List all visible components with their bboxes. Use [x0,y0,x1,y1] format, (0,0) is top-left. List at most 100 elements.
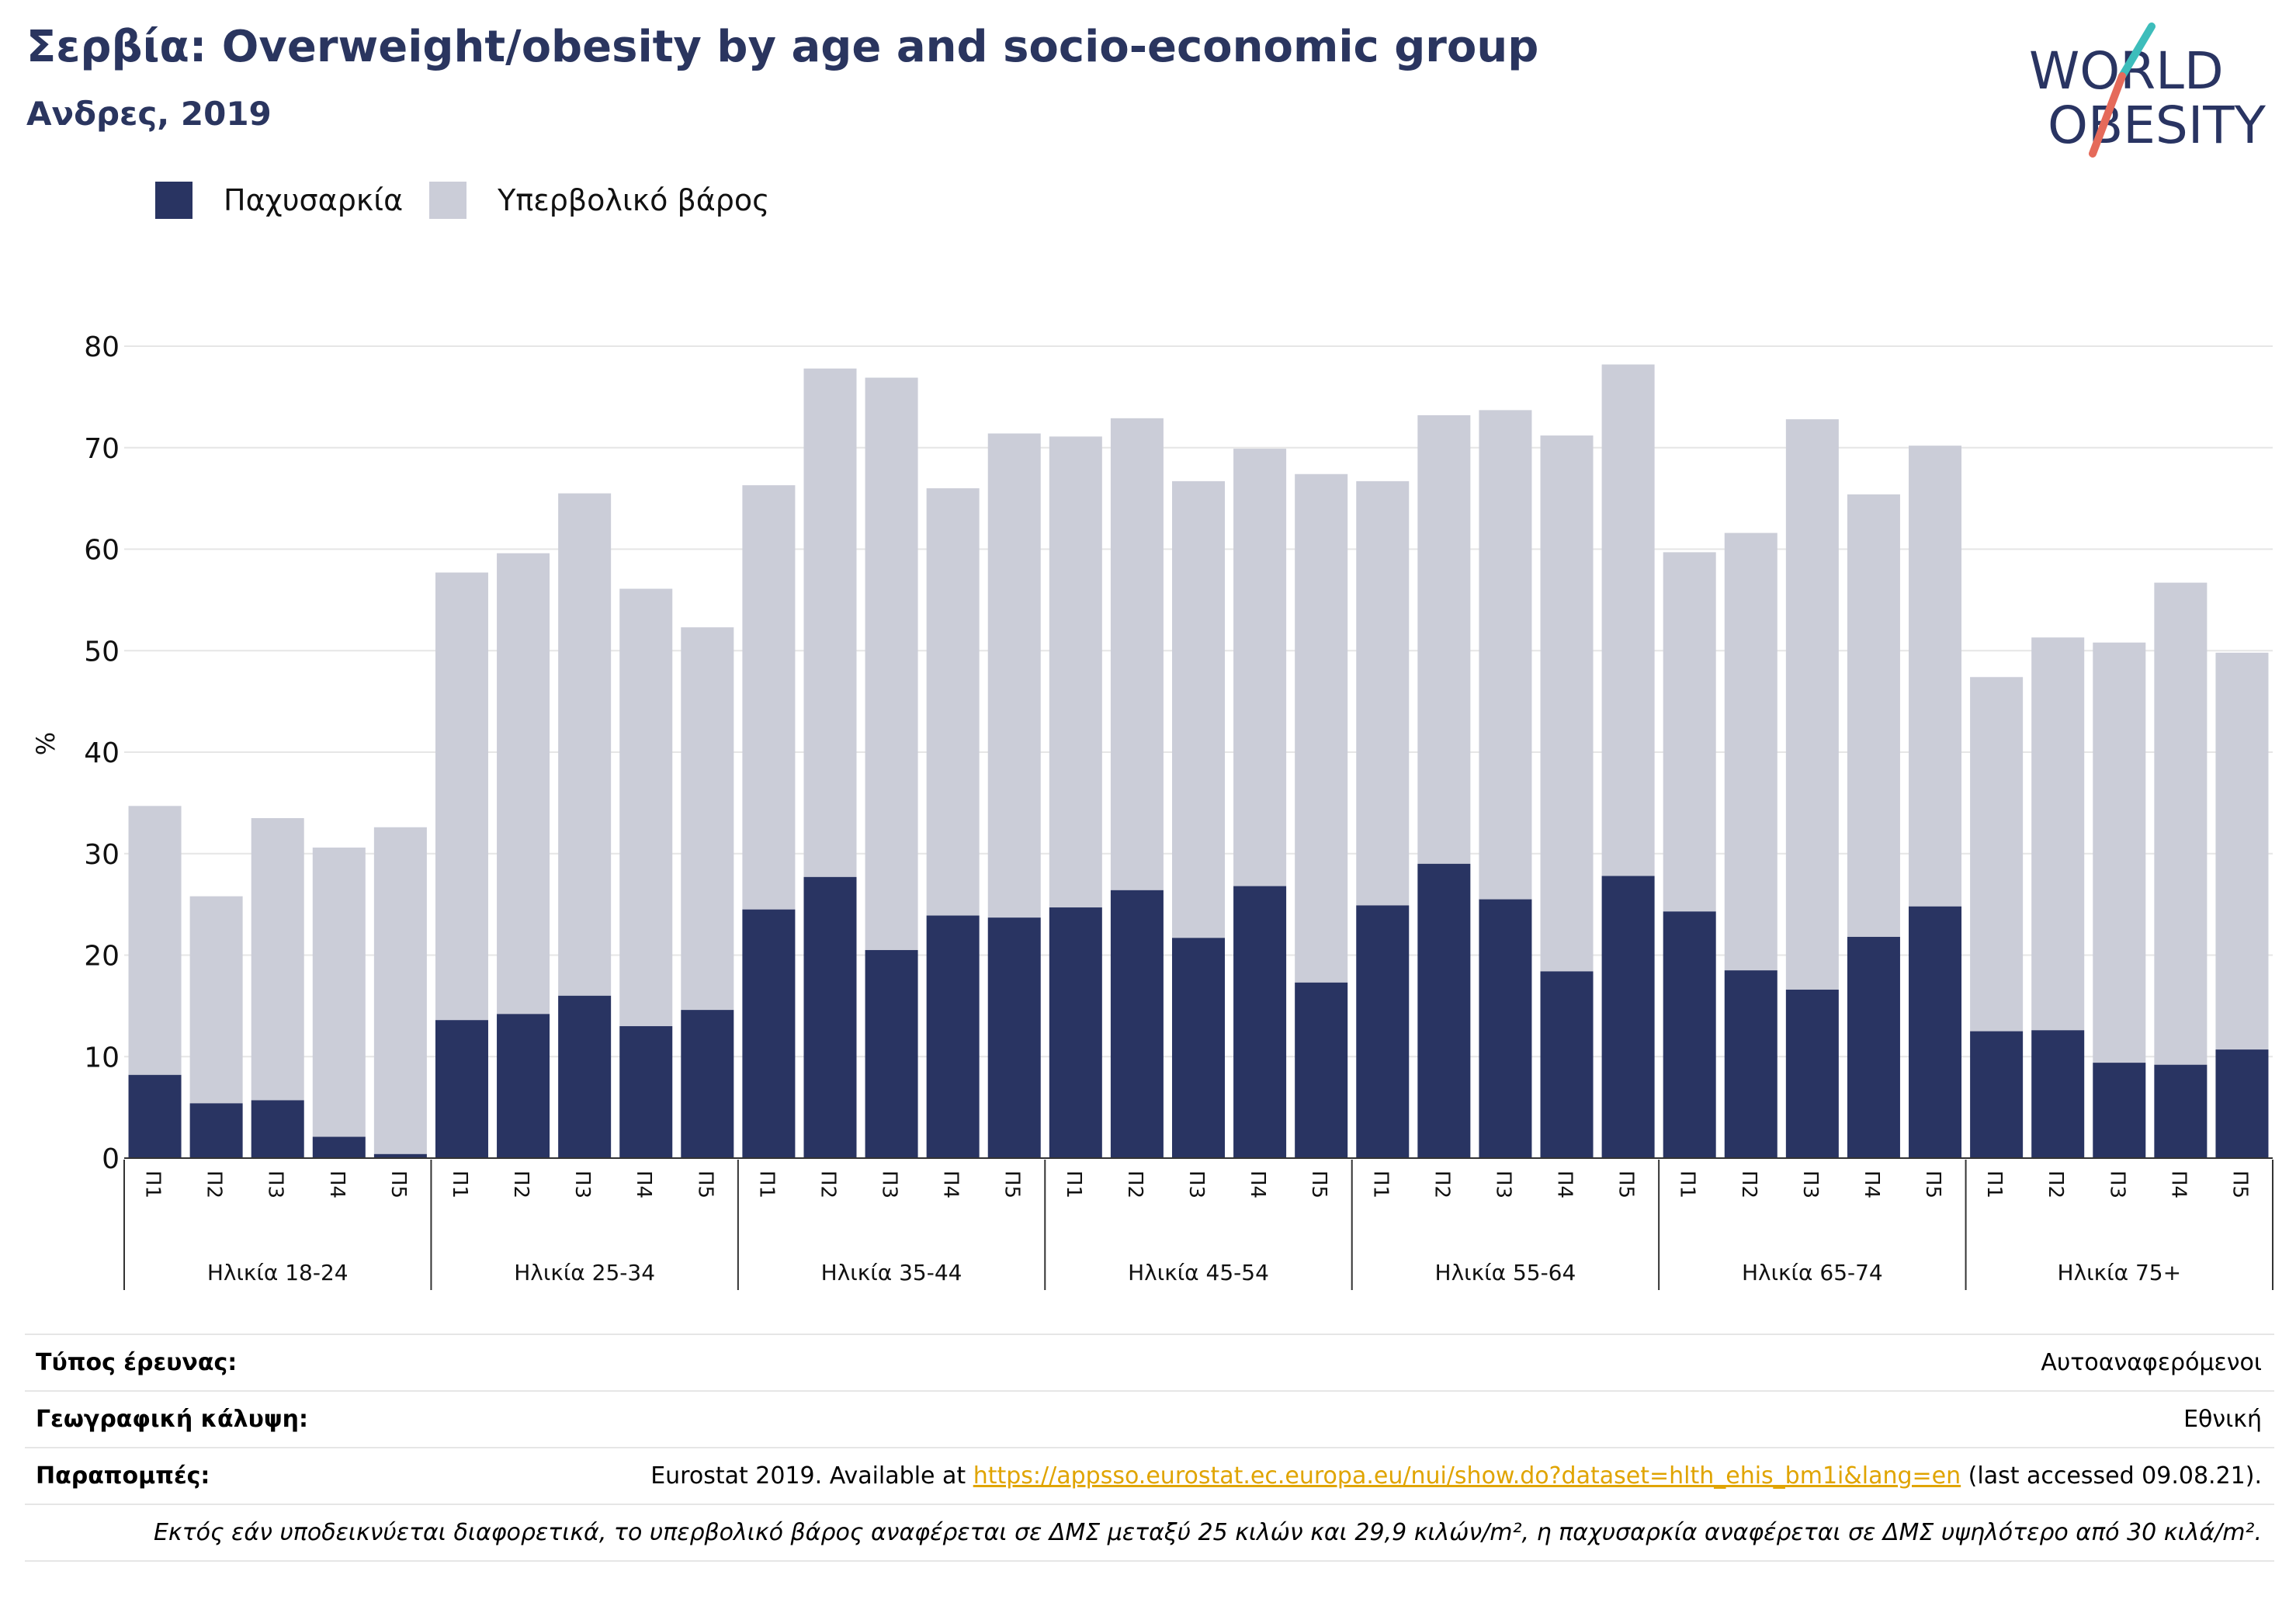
x-tick-label: Π3 [1184,1171,1208,1198]
bar-obesity [1540,971,1594,1158]
bar-obesity [497,1014,550,1158]
x-tick-label: Π4 [632,1171,655,1198]
x-tick-label: Π2 [1123,1171,1146,1198]
bar-overweight [1356,480,1410,906]
bar-obesity [2215,1049,2269,1158]
bar-obesity [435,1020,488,1158]
bar-obesity [1479,899,1532,1158]
legend-label-overweight: Υπερβολικό βάρος [498,183,770,217]
bar-overweight [1479,410,1532,900]
bar-overweight [1724,532,1777,971]
bar-overweight [1847,494,1900,937]
bar-overweight [987,433,1041,918]
group-label: Ηλικία 35-44 [821,1260,962,1285]
bar-obesity [312,1136,366,1158]
group-label: Ηλικία 65-74 [1742,1260,1883,1285]
bar-obesity [926,915,980,1158]
y-axis-label: % [31,732,61,755]
bar-overweight [2093,642,2146,1063]
group-label: Ηλικία 75+ [2058,1260,2182,1285]
bar-obesity [251,1100,304,1158]
bar-obesity [742,909,796,1158]
definition-note: Εκτός εάν υποδεικνύεται διαφορετικά, το … [153,1519,2262,1546]
x-tick-label: Π1 [141,1171,165,1198]
references-label: Παραπομπές: [36,1462,210,1490]
group-label: Ηλικία 25-34 [514,1260,655,1285]
group-label: Ηλικία 18-24 [207,1260,349,1285]
bar-obesity [1663,911,1716,1158]
legend-label-obesity: Παχυσαρκία [224,183,404,217]
group-label: Ηλικία 45-54 [1128,1260,1269,1285]
bar-obesity [619,1026,673,1158]
logo-slash-teal [2118,23,2156,80]
y-axis-ticks: 0 10 20 30 40 50 60 70 80 [84,331,120,1175]
bar-obesity [987,917,1041,1158]
x-tick-label: Π1 [1982,1171,2006,1198]
x-tick-label: Π2 [509,1171,532,1198]
bar-overweight [1970,677,2024,1032]
bar-overweight [497,553,550,1015]
bar-overweight [619,588,673,1027]
chart-legend: Παχυσαρκία Υπερβολικό βάρος [155,180,796,220]
x-tick-label: Π1 [1062,1171,1085,1198]
bar-obesity [1417,863,1471,1158]
x-tick-label: Π4 [1860,1171,1883,1198]
bar-overweight [1417,414,1471,864]
bar-overweight [1663,552,1716,912]
coverage-value: Εθνική [2183,1406,2262,1433]
y-tick-label: 20 [84,941,120,973]
x-tick-label: Π3 [571,1171,594,1198]
info-row-survey-type: Τύπος έρευνας: Αυτοαναφερόμενοι [25,1334,2274,1390]
x-tick-label: Π5 [2228,1171,2251,1198]
references-link[interactable]: https://appsso.eurostat.ec.europa.eu/nui… [973,1462,1961,1490]
bar-overweight [1785,419,1839,990]
x-tick-label: Π5 [1921,1171,1944,1198]
x-tick-label: Π2 [2044,1171,2067,1198]
x-tick-label: Π5 [693,1171,716,1198]
bar-overweight [1049,436,1102,908]
legend-swatch-obesity [155,182,192,219]
y-tick-label: 40 [84,737,120,769]
y-tick-label: 80 [84,331,120,363]
y-tick-label: 0 [102,1143,120,1175]
x-tick-label: Π3 [1798,1171,1822,1198]
bar-obesity [1970,1031,2024,1158]
bar-overweight [926,488,980,916]
stacked-bar-chart: % 0 10 20 30 40 50 60 70 80 Π1 Π2 Π3 Π4 Π5 Ηλικία 18-… [31,331,2273,1290]
world-obesity-logo: WORLD OBESITY [2029,23,2267,158]
bar-overweight [1601,364,1655,876]
x-tick-label: Π5 [1001,1171,1024,1198]
x-tick-label: Π5 [387,1171,410,1198]
references-prefix: Eurostat 2019. Available at [650,1462,973,1490]
bar-overweight [1909,446,1962,907]
y-tick-label: 70 [84,433,120,465]
bar-overweight [435,572,488,1021]
bar-overweight [803,368,857,877]
x-tick-label: Π3 [2105,1171,2128,1198]
bar-overweight [189,896,243,1104]
x-tick-label: Π5 [1614,1171,1638,1198]
bar-overweight [373,827,427,1154]
bar-obesity [128,1074,182,1158]
y-tick-label: 50 [84,636,120,668]
y-tick-label: 30 [84,839,120,871]
bar-obesity [2093,1063,2146,1158]
bar-obesity [558,995,612,1158]
bar-obesity [373,1153,427,1158]
logo-slash-red [2089,72,2126,158]
x-tick-label: Π3 [1491,1171,1514,1198]
bar-overweight [681,627,734,1011]
bar-overweight [2154,582,2208,1065]
coverage-label: Γεωγραφική κάλυψη: [36,1406,309,1433]
references-suffix: (last accessed 09.08.21). [1961,1462,2262,1490]
bar-obesity [1601,876,1655,1158]
bar-obesity [1356,905,1410,1158]
chart-title: Σερβία: Overweight/obesity by age and so… [26,22,1539,72]
legend-item-overweight: Υπερβολικό βάρος [429,182,769,219]
bar-overweight [2031,637,2085,1031]
x-tick-label: Π4 [1553,1171,1576,1198]
x-tick-label: Π4 [939,1171,962,1198]
bar-obesity [1785,989,1839,1158]
bar-overweight [1540,435,1594,972]
bar-obesity [1724,970,1777,1158]
